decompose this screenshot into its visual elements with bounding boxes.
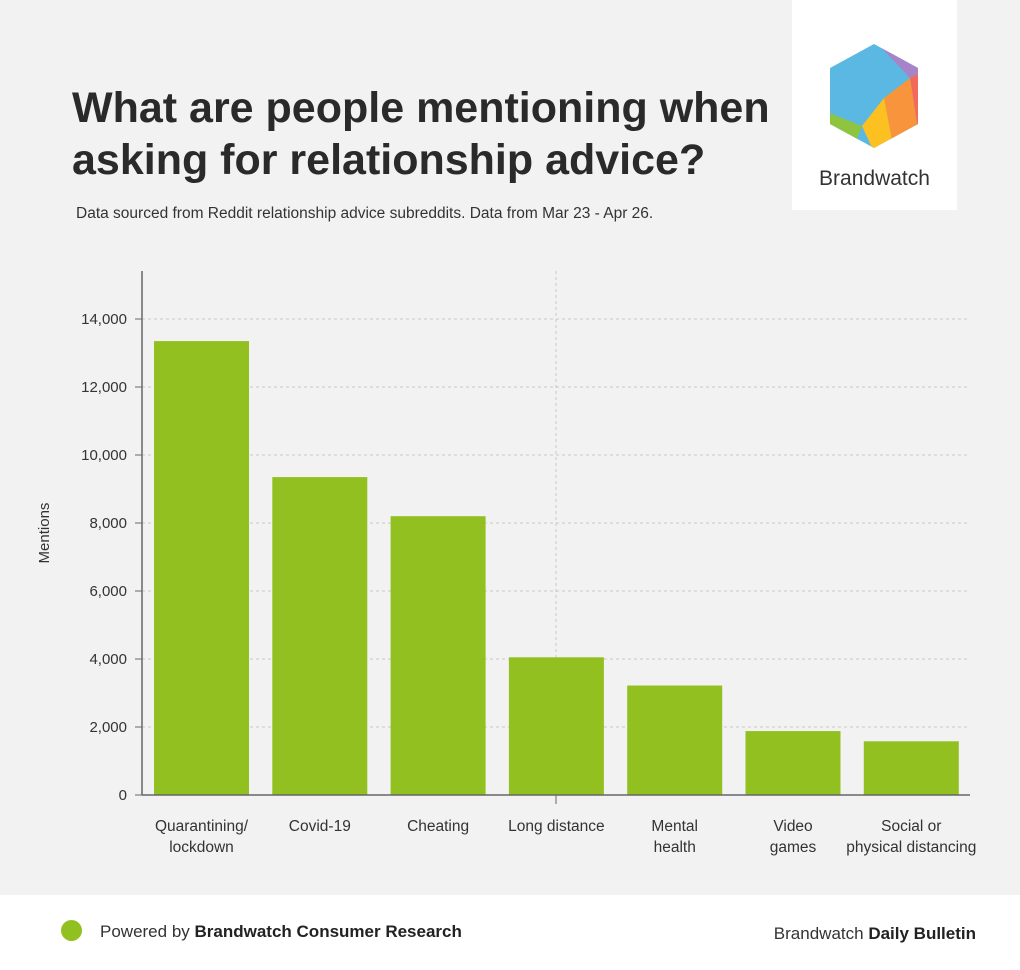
y-tick-label: 10,000 bbox=[81, 447, 127, 464]
x-tick-label: Cheating bbox=[407, 818, 469, 835]
x-tick-label: Long distance bbox=[508, 818, 605, 835]
brandwatch-logo-card: Brandwatch bbox=[792, 0, 957, 210]
green-dot-icon bbox=[61, 920, 82, 941]
y-tick-label: 14,000 bbox=[81, 311, 127, 328]
bar bbox=[863, 741, 959, 795]
x-tick-label: health bbox=[654, 839, 696, 856]
y-tick-label: 6,000 bbox=[89, 583, 127, 600]
y-axis-label: Mentions bbox=[36, 503, 53, 564]
powered-brand: Brandwatch Consumer Research bbox=[194, 922, 462, 941]
bar-chart: 0 2,000 4,000 6,000 8,000 10,000 12,000 14,000 Q… bbox=[36, 271, 976, 856]
x-tick-label: Mental bbox=[651, 818, 698, 835]
x-tick-label: Video bbox=[773, 818, 812, 835]
chart-subtitle: Data sourced from Reddit relationship ad… bbox=[76, 205, 654, 222]
bar bbox=[154, 341, 249, 795]
x-tick-label: physical distancing bbox=[846, 839, 976, 856]
brandwatch-hexagon-logo-icon bbox=[830, 44, 918, 148]
bulletin-prefix: Brandwatch bbox=[773, 924, 864, 943]
y-tick-label: 0 bbox=[119, 787, 127, 804]
x-tick-label: Quarantining/ bbox=[155, 818, 249, 835]
bar bbox=[272, 477, 368, 795]
y-tick-label: 2,000 bbox=[89, 719, 127, 736]
brandwatch-logo-text: Brandwatch bbox=[819, 167, 930, 190]
x-tick-label: lockdown bbox=[169, 839, 234, 856]
x-tick-label: games bbox=[770, 839, 817, 856]
x-tick-label: Social or bbox=[881, 818, 941, 835]
bar bbox=[508, 657, 604, 795]
footer: Powered by Brandwatch Consumer Research … bbox=[0, 895, 1020, 970]
y-tick-label: 8,000 bbox=[89, 515, 127, 532]
bar bbox=[627, 685, 723, 795]
y-tick-label: 4,000 bbox=[89, 651, 127, 668]
chart-title: What are people mentioning when asking f… bbox=[72, 84, 770, 184]
powered-by-text: Powered by Brandwatch Consumer Research bbox=[100, 922, 462, 942]
powered-prefix: Powered by bbox=[100, 922, 190, 941]
x-tick-label: Covid-19 bbox=[289, 818, 351, 835]
bulletin-bold: Daily Bulletin bbox=[868, 924, 976, 943]
daily-bulletin-text: Brandwatch Daily Bulletin bbox=[774, 924, 976, 944]
bar bbox=[390, 516, 486, 795]
y-tick-label: 12,000 bbox=[81, 379, 127, 396]
bar bbox=[745, 731, 841, 795]
